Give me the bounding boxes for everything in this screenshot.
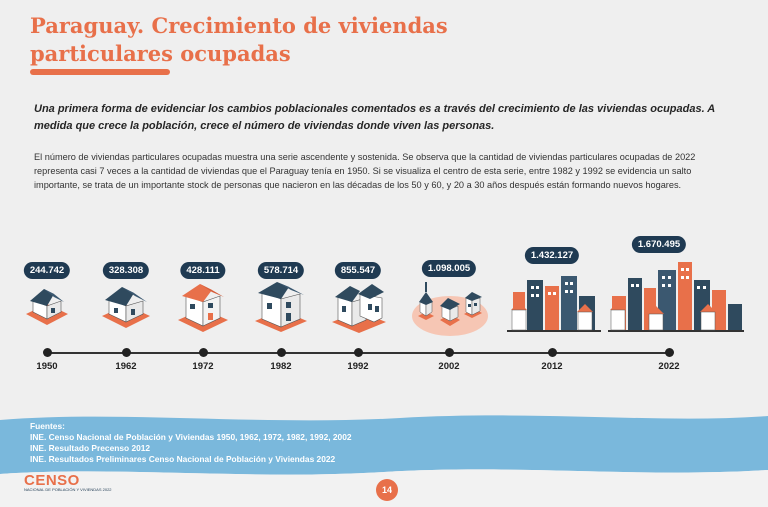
neighborhood-2002-icon	[412, 282, 488, 336]
source-item: INE. Resultado Precenso 2012	[30, 443, 151, 453]
year-label-1982: 1982	[270, 361, 292, 372]
value-badge-2012: 1.432.127	[524, 247, 580, 264]
logo-text: CENSO	[24, 472, 80, 489]
value-badge-1972: 428.111	[180, 262, 226, 279]
timeline-dot-1962	[122, 348, 131, 357]
timeline-dot-2022	[665, 348, 674, 357]
body-text: El número de viviendas particulares ocup…	[34, 152, 696, 191]
timeline-dot-1972	[199, 348, 208, 357]
value-badge-2002: 1.098.005	[421, 260, 477, 277]
year-label-1950: 1950	[36, 361, 58, 372]
year-label-2002: 2002	[438, 361, 460, 372]
house-1962-icon	[102, 287, 150, 328]
city-2022-icon	[608, 262, 744, 332]
year-label-2022: 2022	[658, 361, 680, 372]
source-item: INE. Resultados Preliminares Censo Nacio…	[30, 454, 336, 464]
page-title: Paraguay. Crecimiento de viviendas parti…	[30, 13, 448, 66]
censo-logo: CENSO NACIONAL DE POBLACIÓN Y VIVIENDAS …	[24, 472, 112, 492]
page-number: 14	[376, 479, 398, 501]
timeline-dot-1950	[43, 348, 52, 357]
house-1972-icon	[178, 284, 228, 332]
value-badge-1962: 328.308	[102, 262, 150, 279]
year-label-2012: 2012	[541, 361, 563, 372]
house-1950-icon	[26, 289, 68, 325]
timeline-dot-1982	[277, 348, 286, 357]
house-1982-icon	[255, 282, 307, 332]
sources-block: Fuentes: INE. Censo Nacional de Població…	[30, 421, 352, 465]
sources-label: Fuentes:	[30, 421, 65, 431]
year-label-1992: 1992	[347, 361, 369, 372]
year-label-1962: 1962	[115, 361, 137, 372]
timeline-dot-2012	[548, 348, 557, 357]
value-badge-1950: 244.742	[23, 262, 71, 279]
source-item: INE. Censo Nacional de Población y Vivie…	[30, 432, 352, 442]
value-badge-1982: 578.714	[257, 262, 305, 279]
timeline-dot-1992	[354, 348, 363, 357]
city-2012-icon	[507, 276, 601, 332]
value-badge-1992: 855.547	[334, 262, 382, 279]
value-badge-2022: 1.670.495	[631, 236, 687, 253]
house-1992-icon	[332, 284, 386, 333]
logo-subtext: NACIONAL DE POBLACIÓN Y VIVIENDAS 2022	[24, 487, 112, 492]
title-underline	[30, 69, 170, 75]
year-label-1972: 1972	[192, 361, 214, 372]
timeline-dot-2002	[445, 348, 454, 357]
intro-text: Una primera forma de evidenciar los camb…	[34, 103, 715, 132]
